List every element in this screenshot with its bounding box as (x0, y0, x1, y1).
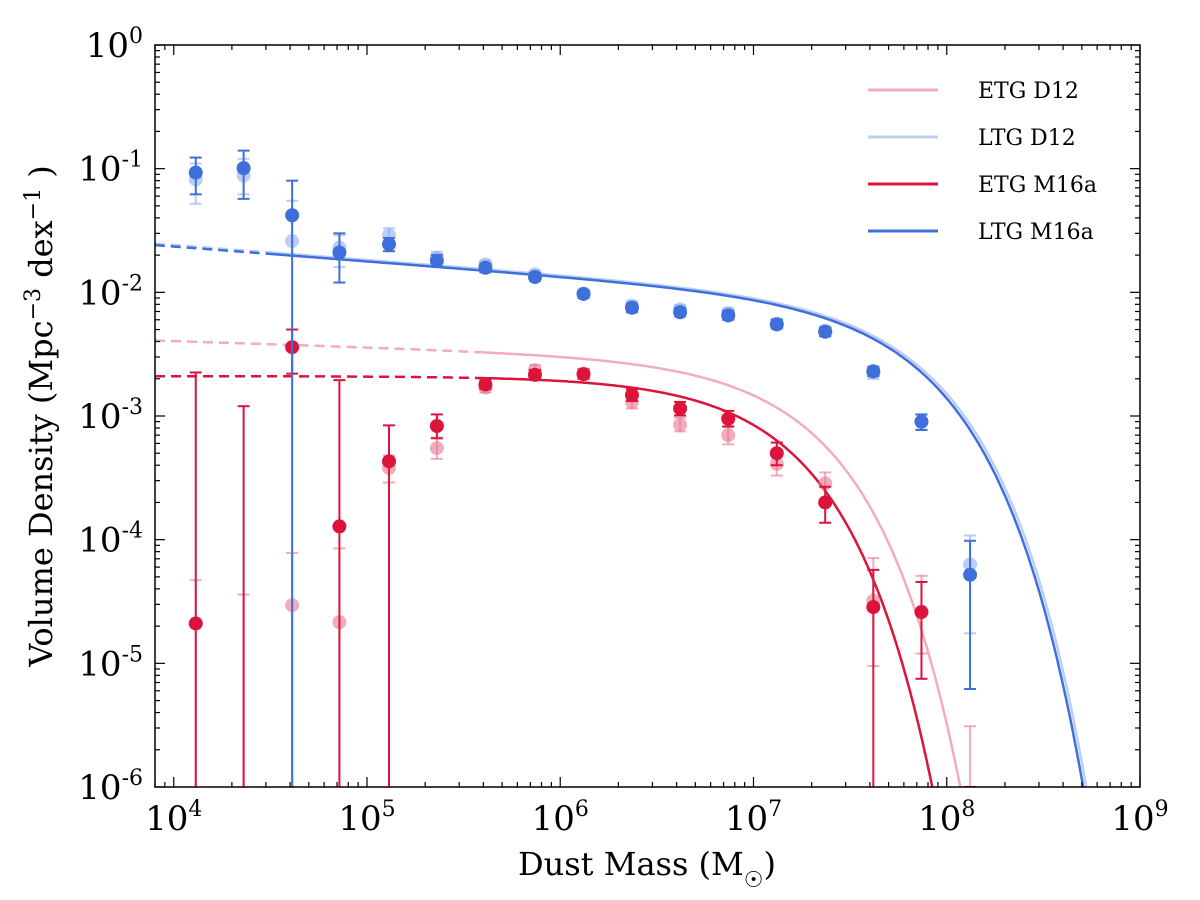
error-bar-ltg-m16a (286, 179, 299, 787)
error-bar-etg-m16a (237, 405, 250, 787)
data-point-ltg-m16a (188, 165, 203, 180)
data-point-etg-m16a (429, 419, 444, 434)
data-point-ltg-m16a (721, 308, 736, 323)
fit-line-etg-m16a (483, 376, 934, 787)
data-point-etg-m16a (527, 367, 542, 382)
x-tick-label: 107 (725, 797, 782, 839)
data-point-ltg-m16a (914, 414, 929, 429)
fit-line-dashed-etg-m16a (155, 374, 484, 380)
data-point-ltg-m16a (382, 237, 397, 252)
data-point-ltg-m16a (478, 260, 493, 275)
data-point-ltg-m16a (818, 324, 833, 339)
fit-line-dashed-ltg-d12 (155, 242, 266, 254)
x-tick-label: 109 (1111, 797, 1168, 839)
data-point-ltg-m16a (527, 270, 542, 285)
data-point-etg-d12 (721, 428, 736, 443)
data-point-ltg-m16a (963, 567, 978, 582)
legend-label-ltg-m16a: LTG M16a (978, 220, 1094, 245)
x-tick-label: 104 (145, 797, 202, 839)
data-point-etg-m16a (478, 377, 493, 392)
axes-frame (154, 44, 1141, 788)
x-tick-label: 105 (338, 797, 395, 839)
fit-line-ltg-d12 (265, 250, 1088, 787)
data-point-etg-m16a (624, 387, 639, 402)
y-tick-label: 10-6 (78, 766, 143, 808)
y-axis-title: Volume Density (Mpc−3 dex−1 ) (21, 165, 60, 668)
x-axis-title: Dust Mass (M☉) (518, 845, 776, 893)
y-tick-label: 10-1 (78, 148, 143, 190)
data-point-etg-m16a (914, 605, 929, 620)
data-point-ltg-m16a (866, 364, 881, 379)
data-point-etg-m16a (818, 495, 833, 510)
error-bar-etg-m16a (333, 379, 346, 787)
data-point-ltg-m16a (769, 317, 784, 332)
error-bar-etg-m16a (915, 580, 928, 680)
data-point-ltg-m16a (236, 161, 251, 176)
tick-labels: 104 105 106 107 108 109 100 10-1 10-2 10-3 10-4 10-… (78, 24, 1168, 839)
fit-line-ltg-m16a (265, 252, 1085, 787)
data-point-etg-m16a (188, 616, 203, 631)
data-point-etg-m16a (866, 600, 881, 615)
legend-label-etg-m16a: ETG M16a (978, 173, 1097, 198)
data-point-ltg-m16a (429, 253, 444, 268)
data-point-etg-d12 (429, 441, 444, 456)
fit-line-etg-d12 (483, 351, 962, 787)
y-tick-label: 10-5 (78, 642, 143, 684)
data-point-etg-m16a (332, 519, 347, 534)
data-point-ltg-m16a (332, 245, 347, 260)
y-tick-label: 100 (86, 24, 143, 66)
axis-ticks (154, 44, 1141, 788)
data-point-ltg-m16a (624, 300, 639, 315)
y-tick-label: 10-3 (78, 395, 143, 437)
data-point-etg-m16a (673, 401, 688, 416)
legend: ETG D12 LTG D12 ETG M16a LTG M16a (868, 79, 1097, 245)
error-bar-ltg-m16a (964, 539, 977, 691)
fit-line-dashed-etg-d12 (155, 339, 484, 354)
data-point-etg-m16a (576, 367, 591, 382)
x-tick-label: 108 (918, 797, 975, 839)
data-point-etg-m16a (769, 446, 784, 461)
fit-line-dashed-ltg-m16a (155, 243, 266, 255)
x-tick-label: 106 (532, 797, 589, 839)
error-bar-etg-m16a (189, 371, 202, 787)
data-point-etg-m16a (382, 454, 397, 469)
legend-label-ltg-d12: LTG D12 (978, 126, 1076, 151)
legend-label-etg-d12: ETG D12 (978, 79, 1079, 104)
data-point-etg-m16a (721, 411, 736, 426)
data-point-etg-d12 (673, 417, 688, 432)
data-point-ltg-m16a (673, 305, 688, 320)
data-point-ltg-m16a (576, 286, 591, 301)
plot-area (155, 149, 1088, 787)
data-point-ltg-m16a (285, 208, 300, 223)
y-tick-label: 10-4 (78, 519, 143, 561)
error-bar-etg-d12 (964, 725, 977, 787)
error-bar-etg-m16a (383, 424, 396, 787)
y-tick-label: 10-2 (78, 271, 143, 313)
